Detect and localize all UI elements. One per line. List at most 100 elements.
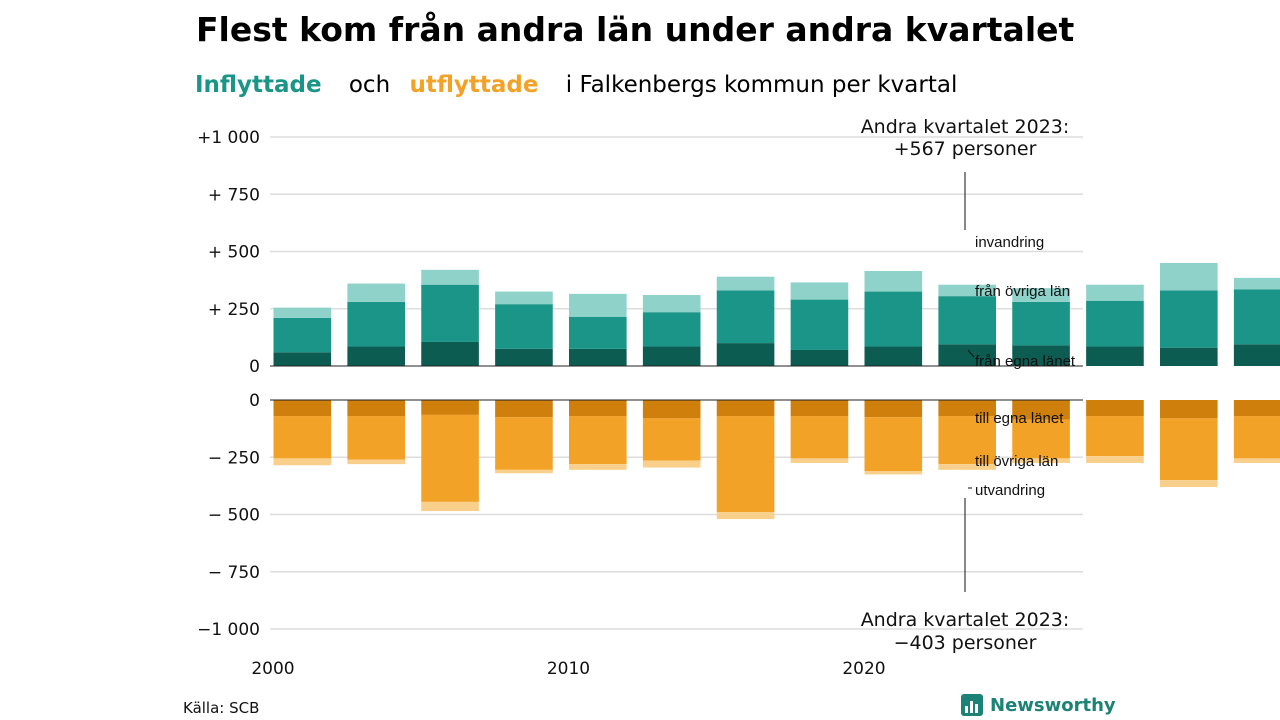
- y-tick-in-1: + 250: [208, 300, 260, 320]
- bar-out-2-10: [1012, 458, 1070, 463]
- bar-out-1-1: [347, 416, 405, 460]
- annotation-bottom-line1: Andra kvartalet 2023:: [861, 609, 1070, 631]
- bar-out-1-9: [938, 416, 996, 465]
- bar-out-2-9: [938, 464, 996, 470]
- bar-out-2-3: [495, 469, 553, 474]
- bar-in-0-12: [1160, 347, 1218, 366]
- x-tick-2000: 2000: [251, 659, 294, 679]
- bar-in-2-1: [347, 283, 405, 302]
- bar-out-2-13: [1233, 458, 1280, 463]
- bar-in-0-3: [495, 348, 553, 366]
- bar-in-1-2: [421, 284, 479, 342]
- bar-in-2-12: [1160, 262, 1218, 291]
- source-text: Källa: SCB: [183, 699, 259, 717]
- bar-in-2-5: [642, 295, 701, 313]
- bar-in-0-0: [273, 352, 332, 366]
- subtitle-rest: i Falkenbergs kommun per kvartal: [566, 72, 958, 98]
- y-tick-in-3: + 750: [208, 185, 260, 205]
- bar-in-1-9: [938, 296, 996, 345]
- bar-in-2-13: [1233, 277, 1280, 290]
- y-tick-out-2: − 500: [208, 506, 260, 526]
- bar-out-0-8: [864, 400, 923, 418]
- annotation-top-line2: +567 personer: [894, 138, 1037, 160]
- bar-in-1-6: [716, 290, 775, 344]
- brand-logo: Newsworthy: [961, 694, 1116, 716]
- y-tick-out-0: 0: [249, 391, 260, 411]
- subtitle-utflyttade: utflyttade: [409, 72, 538, 98]
- bar-out-0-12: [1160, 400, 1218, 419]
- brand-icon-bar1: [965, 706, 968, 713]
- series-label-till-egna-lanet: till egna länet: [975, 410, 1064, 427]
- annotation-top-line1: Andra kvartalet 2023:: [861, 116, 1070, 138]
- bar-in-2-3: [495, 291, 553, 305]
- brand-name: Newsworthy: [990, 695, 1116, 716]
- bar-in-1-11: [1086, 300, 1144, 347]
- bar-in-0-5: [642, 346, 701, 366]
- bar-out-2-0: [273, 458, 332, 466]
- bar-out-0-2: [421, 400, 479, 415]
- bar-in-1-8: [864, 291, 923, 347]
- bar-out-2-11: [1086, 456, 1144, 463]
- bar-out-0-3: [495, 400, 553, 418]
- bar-out-2-4: [569, 464, 627, 470]
- brand-icon-bar3: [975, 704, 978, 713]
- bar-out-1-0: [273, 416, 332, 459]
- bar-out-1-5: [642, 418, 701, 461]
- bar-in-2-0: [273, 307, 332, 318]
- bar-in-0-9: [938, 344, 996, 367]
- bar-in-0-1: [347, 346, 405, 366]
- bar-in-1-4: [569, 316, 627, 349]
- y-tick-out-1: − 250: [208, 448, 260, 468]
- bar-out-1-2: [421, 414, 479, 502]
- bar-in-1-7: [790, 299, 849, 350]
- bar-in-2-6: [716, 276, 775, 291]
- y-tick-in-2: + 500: [208, 243, 260, 263]
- bar-in-2-2: [421, 269, 479, 285]
- bar-in-1-3: [495, 304, 553, 349]
- brand-icon-bar2: [970, 701, 973, 713]
- x-tick-2020: 2020: [842, 659, 885, 679]
- bar-out-0-6: [716, 400, 775, 417]
- bar-out-0-0: [273, 400, 332, 417]
- gridlines: [270, 136, 1083, 630]
- chart-subtitle: Inflyttade och utflyttade i Falkenbergs …: [195, 72, 957, 98]
- bar-in-2-4: [569, 293, 627, 317]
- bar-in-2-9: [938, 284, 996, 297]
- bar-out-2-12: [1160, 480, 1218, 488]
- bar-out-1-13: [1233, 416, 1280, 459]
- bar-out-1-11: [1086, 416, 1144, 457]
- bar-out-2-6: [716, 512, 775, 520]
- bar-in-0-4: [569, 348, 627, 366]
- bar-in-2-7: [790, 282, 849, 300]
- series-label-fran-ovriga-lan: från övriga län: [975, 283, 1070, 300]
- bar-out-1-6: [716, 416, 775, 513]
- annotation-bottom-line2: −403 personer: [894, 632, 1037, 654]
- bar-out-2-7: [790, 458, 849, 463]
- bar-in-0-11: [1086, 346, 1144, 366]
- bar-in-0-7: [790, 349, 849, 366]
- bar-out-0-5: [642, 400, 701, 419]
- series-label-utvandring: utvandring: [975, 482, 1045, 499]
- y-tick-in-4: +1 000: [197, 128, 260, 148]
- bar-out-2-5: [642, 460, 701, 468]
- bar-out-0-4: [569, 400, 627, 417]
- bar-in-1-0: [273, 317, 332, 353]
- bar-in-2-10: [1012, 288, 1070, 302]
- bar-out-0-13: [1233, 400, 1280, 417]
- series-label-invandring: invandring: [975, 234, 1044, 251]
- bar-in-1-5: [642, 312, 701, 347]
- subtitle-inflyttade: Inflyttade: [195, 72, 322, 98]
- bar-in-0-10: [1012, 345, 1070, 366]
- bar-in-1-10: [1012, 301, 1070, 346]
- bar-out-1-7: [790, 416, 849, 459]
- y-tick-out-3: − 750: [208, 563, 260, 583]
- series-label-fran-egna-lanet: från egna länet: [975, 353, 1076, 370]
- bar-out-2-8: [864, 470, 923, 475]
- bars: [273, 262, 1280, 520]
- bar-in-0-6: [716, 343, 775, 366]
- subtitle-och: och: [349, 72, 390, 98]
- bar-in-1-12: [1160, 290, 1218, 348]
- axes: 0 + 250 + 500 + 750 +1 000 0 − 250 − 500 − 750 −1…: [197, 128, 1083, 679]
- y-tick-out-4: −1 000: [197, 620, 260, 640]
